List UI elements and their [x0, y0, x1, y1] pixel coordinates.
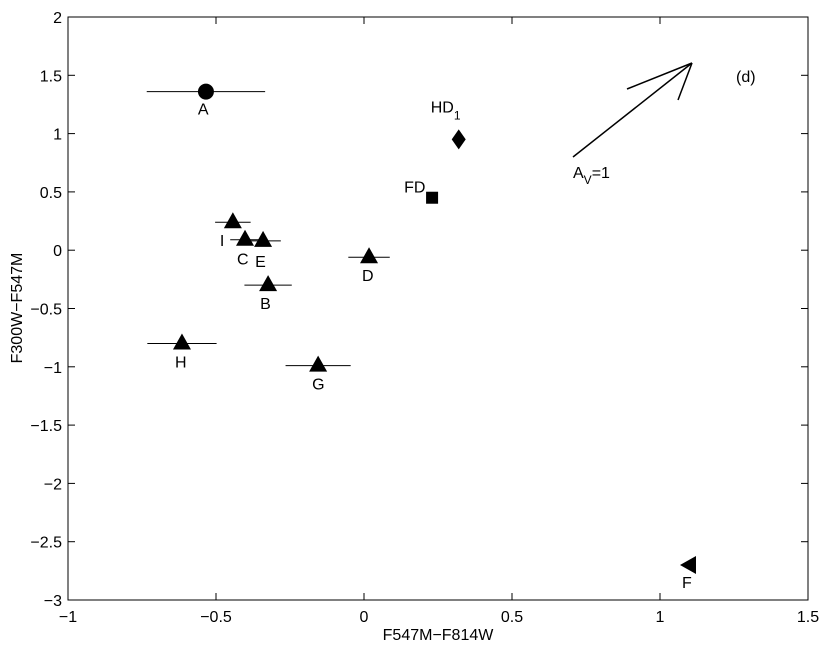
y-tick-label: 2 — [53, 10, 62, 27]
point-label-text: FD — [404, 180, 425, 197]
point-label-text: G — [312, 377, 324, 394]
y-tick-label: 0 — [53, 243, 62, 260]
point-label-text: H — [175, 354, 187, 371]
point-label: I — [220, 233, 224, 250]
y-tick-label: −3 — [44, 593, 62, 610]
y-tick-label: 1.5 — [40, 68, 62, 85]
y-tick-label: 0.5 — [40, 185, 62, 202]
point-label-text: C — [237, 252, 249, 269]
point-label-text: A — [198, 102, 209, 119]
x-tick-label: 0.5 — [501, 609, 523, 626]
point-label-text: I — [220, 233, 224, 250]
point — [172, 333, 191, 350]
point-label-text: F — [682, 575, 692, 592]
point — [254, 230, 273, 247]
y-tick-label: −2.5 — [30, 535, 62, 552]
reddening-vector — [572, 62, 693, 158]
point — [360, 247, 379, 264]
point-label: A — [198, 102, 209, 119]
vector-label: AV=1 — [573, 165, 610, 187]
point — [223, 212, 242, 229]
vector-label-main: A — [573, 165, 584, 182]
vector-head — [626, 62, 693, 90]
point-label-sub: 1 — [454, 108, 461, 122]
vector-line — [572, 62, 693, 158]
x-tick-label: −0.5 — [200, 609, 232, 626]
point — [451, 129, 466, 150]
point — [426, 191, 439, 204]
point-label-text: HD — [431, 99, 454, 116]
x-tick-label: 1.5 — [797, 609, 819, 626]
vector-label-rest: =1 — [592, 165, 610, 182]
point-label: HD1 — [431, 99, 461, 122]
point — [680, 556, 697, 575]
point-label: FD — [404, 180, 425, 197]
point — [309, 355, 328, 372]
panel-label: (d) — [736, 69, 756, 86]
point-label: G — [312, 377, 324, 394]
y-tick-label: −1.5 — [30, 418, 62, 435]
point-label-text: B — [260, 296, 271, 313]
point-label: F — [682, 575, 692, 592]
vector-label-sub: V — [584, 173, 592, 187]
point-label-text: E — [255, 254, 266, 271]
x-axis-label: F547M−F814W — [383, 627, 495, 644]
y-axis-label: F300W−F547M — [9, 253, 26, 364]
y-tick-label: −2 — [44, 476, 62, 493]
y-tick-label: −0.5 — [30, 302, 62, 319]
point — [236, 229, 255, 246]
y-tick-label: 1 — [53, 127, 62, 144]
point-label: E — [255, 254, 266, 271]
point — [259, 275, 278, 292]
point-label: D — [362, 268, 374, 285]
point-label: B — [260, 296, 271, 313]
x-tick-label: 0 — [360, 609, 369, 626]
point — [197, 83, 214, 100]
vector-head — [677, 62, 693, 101]
y-tick-label: −1 — [44, 360, 62, 377]
point-label: H — [175, 354, 187, 371]
x-tick-label: −1 — [59, 609, 77, 626]
x-tick-label: 1 — [656, 609, 665, 626]
point-label-text: D — [362, 268, 374, 285]
point-label: C — [237, 252, 249, 269]
